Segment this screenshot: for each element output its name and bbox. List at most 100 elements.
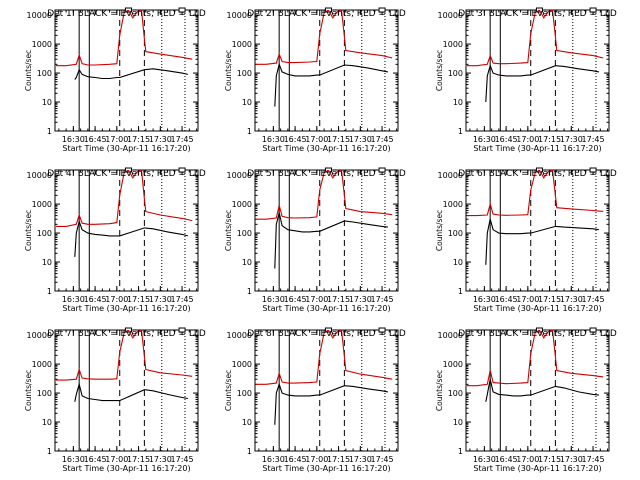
x-tick-label: 16:45 [84, 455, 107, 464]
y-tick-label: 1000 [232, 360, 252, 369]
chart-panel-5: 1 10 100 1000 10000 16:3016:4517:0017:1517:30… [224, 167, 406, 313]
y-tick-label: 1 [247, 447, 252, 456]
series-lld-line [256, 10, 393, 65]
y-tick-label: 10000 [438, 11, 463, 20]
chart-title: Det 2: BLACK = Events, RED = LLD [247, 9, 406, 19]
x-axis-label: Start Time (30-Apr-11 16:17:20) [62, 464, 190, 473]
x-axis-label: Start Time (30-Apr-11 16:17:20) [62, 304, 190, 313]
top-marker-box [378, 327, 386, 333]
x-tick-label: 16:30 [262, 295, 285, 304]
chart-title: Det 8: BLACK = Events, RED = LLD [247, 329, 406, 339]
x-tick-label: 17:45 [171, 455, 194, 464]
y-tick-label: 1000 [443, 360, 463, 369]
x-axis-label: Start Time (30-Apr-11 16:17:20) [473, 464, 601, 473]
y-axis-label: Counts/sec [224, 50, 233, 91]
x-tick-label: 17:45 [171, 135, 194, 144]
x-tick-label: 16:45 [284, 295, 307, 304]
x-tick-label: 17:00 [516, 295, 539, 304]
series-events-line [74, 219, 189, 257]
x-tick-label: 17:30 [560, 295, 583, 304]
x-tick-label: 16:30 [473, 135, 496, 144]
x-tick-label: 16:45 [495, 455, 518, 464]
series-events-line [274, 62, 389, 107]
y-tick-label: 100 [448, 69, 463, 78]
x-tick-label: 17:15 [127, 135, 150, 144]
series-lld-line [467, 10, 604, 67]
x-tick-label: 17:00 [105, 455, 128, 464]
chart-panel-7: 1 10 100 1000 10000 16:3016:4517:0017:1517:30… [24, 327, 206, 473]
x-tick-label: 17:30 [349, 135, 372, 144]
x-tick-label: 16:45 [84, 295, 107, 304]
y-tick-label: 10 [242, 98, 252, 107]
plot-frame [465, 329, 610, 452]
x-tick-label: 16:45 [84, 135, 107, 144]
y-tick-label: 10000 [27, 331, 52, 340]
y-tick-label: 1 [247, 287, 252, 296]
y-tick-label: 1000 [32, 360, 52, 369]
x-tick-label: 17:30 [560, 455, 583, 464]
y-tick-label: 10000 [227, 11, 252, 20]
x-tick-label: 17:00 [105, 135, 128, 144]
x-axis-label: Start Time (30-Apr-11 16:17:20) [262, 144, 390, 153]
x-tick-label: 17:30 [149, 295, 172, 304]
y-axis-label: Counts/sec [224, 370, 233, 411]
series-events-line [485, 63, 600, 103]
x-tick-label: 17:45 [371, 135, 394, 144]
y-tick-label: 1 [458, 127, 463, 136]
chart-panel-9: 1 10 100 1000 10000 16:3016:4517:0017:1517:30… [435, 327, 617, 473]
y-tick-label: 1000 [232, 200, 252, 209]
chart-title: Det 7: BLACK = Events, RED = LLD [47, 329, 206, 339]
x-tick-label: 16:30 [262, 135, 285, 144]
y-tick-label: 1000 [32, 200, 52, 209]
y-tick-label: 10 [242, 418, 252, 427]
x-tick-label: 17:45 [582, 135, 605, 144]
chart-title: Det 4: BLACK = Events, RED = LLD [47, 169, 206, 179]
x-tick-label: 17:30 [349, 295, 372, 304]
top-marker-box [178, 7, 186, 13]
y-tick-label: 1000 [443, 40, 463, 49]
x-tick-label: 17:45 [371, 295, 394, 304]
top-marker-box [589, 327, 597, 333]
x-axis-label: Start Time (30-Apr-11 16:17:20) [262, 464, 390, 473]
x-tick-label: 16:30 [62, 455, 85, 464]
y-tick-label: 1000 [443, 200, 463, 209]
chart-panel-8: 1 10 100 1000 10000 16:3016:4517:0017:1517:30… [224, 327, 406, 473]
y-tick-label: 10000 [27, 11, 52, 20]
x-tick-label: 17:15 [127, 295, 150, 304]
y-tick-label: 1 [47, 287, 52, 296]
y-tick-label: 1 [47, 127, 52, 136]
x-tick-label: 17:00 [305, 455, 328, 464]
y-tick-label: 10000 [227, 171, 252, 180]
y-tick-label: 10 [453, 98, 463, 107]
y-tick-label: 100 [37, 389, 52, 398]
top-marker-box [378, 167, 386, 173]
x-tick-label: 17:15 [327, 295, 350, 304]
top-marker-box [378, 7, 386, 13]
y-tick-label: 10 [453, 258, 463, 267]
chart-title: Det 9: BLACK = Events, RED = LLD [458, 329, 617, 339]
y-tick-label: 10 [242, 258, 252, 267]
y-tick-label: 1000 [232, 40, 252, 49]
series-lld-line [56, 10, 193, 67]
x-tick-label: 17:30 [560, 135, 583, 144]
x-tick-label: 17:15 [327, 455, 350, 464]
series-events-line [74, 382, 188, 402]
y-axis-label: Counts/sec [224, 210, 233, 251]
x-axis-label: Start Time (30-Apr-11 16:17:20) [473, 144, 601, 153]
y-axis-label: Counts/sec [24, 210, 33, 251]
y-tick-label: 10000 [27, 171, 52, 180]
series-events-line [274, 382, 389, 425]
chart-panel-4: 1 10 100 1000 10000 16:3016:4517:0017:1517:30… [24, 167, 206, 313]
top-marker-box [178, 167, 186, 173]
y-tick-label: 1000 [32, 40, 52, 49]
y-axis-label: Counts/sec [435, 210, 444, 251]
x-tick-label: 17:45 [582, 455, 605, 464]
x-tick-label: 17:15 [127, 455, 150, 464]
chart-panel-3: 1 10 100 1000 10000 16:3016:4517:0017:1517:30… [435, 7, 617, 153]
y-tick-label: 10000 [227, 331, 252, 340]
y-tick-label: 100 [448, 229, 463, 238]
y-axis-label: Counts/sec [435, 50, 444, 91]
x-tick-label: 16:30 [473, 455, 496, 464]
x-tick-label: 17:15 [327, 135, 350, 144]
